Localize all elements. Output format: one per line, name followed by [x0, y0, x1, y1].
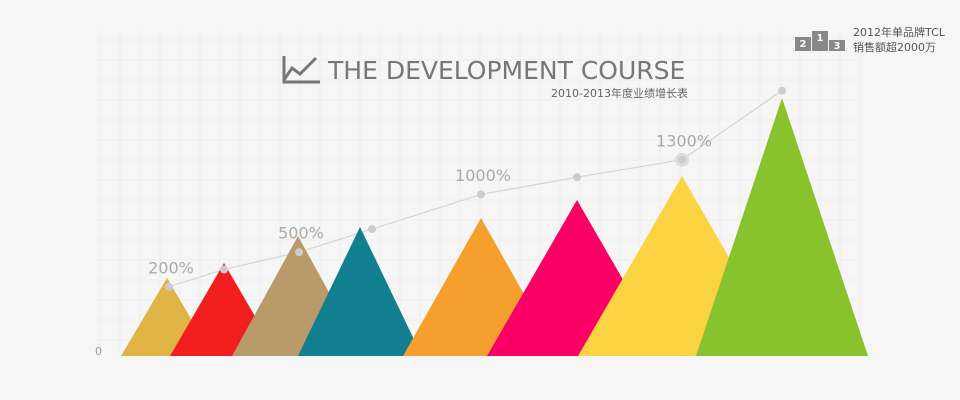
annotation: 2012年单品牌TCL: [853, 25, 946, 39]
data-label: 200%: [148, 258, 194, 277]
line-point: [573, 173, 581, 182]
title-icon-axis: [282, 56, 320, 84]
growth-line: [168, 90, 783, 288]
podium-block: [829, 40, 845, 51]
line-point: [220, 265, 228, 274]
data-label: 500%: [278, 224, 324, 243]
line-point: [368, 225, 376, 234]
podium-block: [795, 37, 811, 51]
title-icon: [282, 56, 318, 81]
podium-label: 2: [800, 39, 807, 50]
line-point: [678, 155, 686, 164]
chart-title: THE DEVELOPMENT COURSE: [327, 56, 685, 85]
annotation: 销售额超2000万: [853, 40, 936, 54]
triangle: [696, 98, 868, 356]
data-label: 1000%: [455, 166, 511, 185]
line-point: [778, 86, 786, 95]
chart-subtitle: 2010-2013年度业绩增长表: [551, 86, 688, 100]
line-point: [165, 282, 173, 291]
podium-block: [812, 31, 828, 51]
triangle: [298, 227, 422, 356]
data-label: 1300%: [656, 131, 712, 150]
marks: 200% 500% 1000% 1300%: [121, 86, 868, 356]
line-point: [477, 190, 485, 199]
podium-label: 1: [817, 33, 824, 44]
line-point: [295, 248, 303, 257]
y-tick-label: 0: [95, 345, 102, 358]
podium-label: 3: [834, 41, 841, 52]
